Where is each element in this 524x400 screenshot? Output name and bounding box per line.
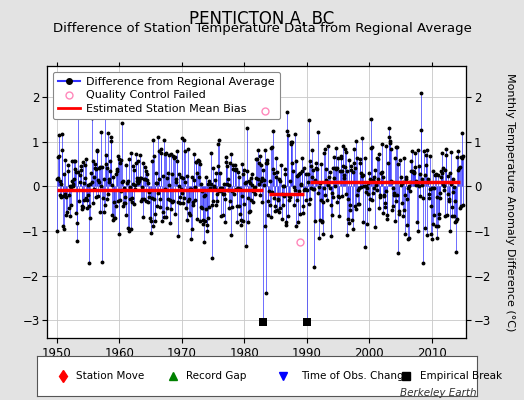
Text: PENTICTON A, BC: PENTICTON A, BC: [189, 10, 335, 28]
Text: Empirical Break: Empirical Break: [420, 371, 502, 381]
Legend: Difference from Regional Average, Quality Control Failed, Estimated Station Mean: Difference from Regional Average, Qualit…: [53, 72, 280, 119]
Text: Record Gap: Record Gap: [187, 371, 247, 381]
Text: Time of Obs. Change: Time of Obs. Change: [301, 371, 410, 381]
Text: Station Move: Station Move: [77, 371, 145, 381]
Text: Berkeley Earth: Berkeley Earth: [400, 388, 477, 398]
Text: Difference of Station Temperature Data from Regional Average: Difference of Station Temperature Data f…: [52, 22, 472, 35]
Y-axis label: Monthly Temperature Anomaly Difference (°C): Monthly Temperature Anomaly Difference (…: [505, 73, 515, 331]
